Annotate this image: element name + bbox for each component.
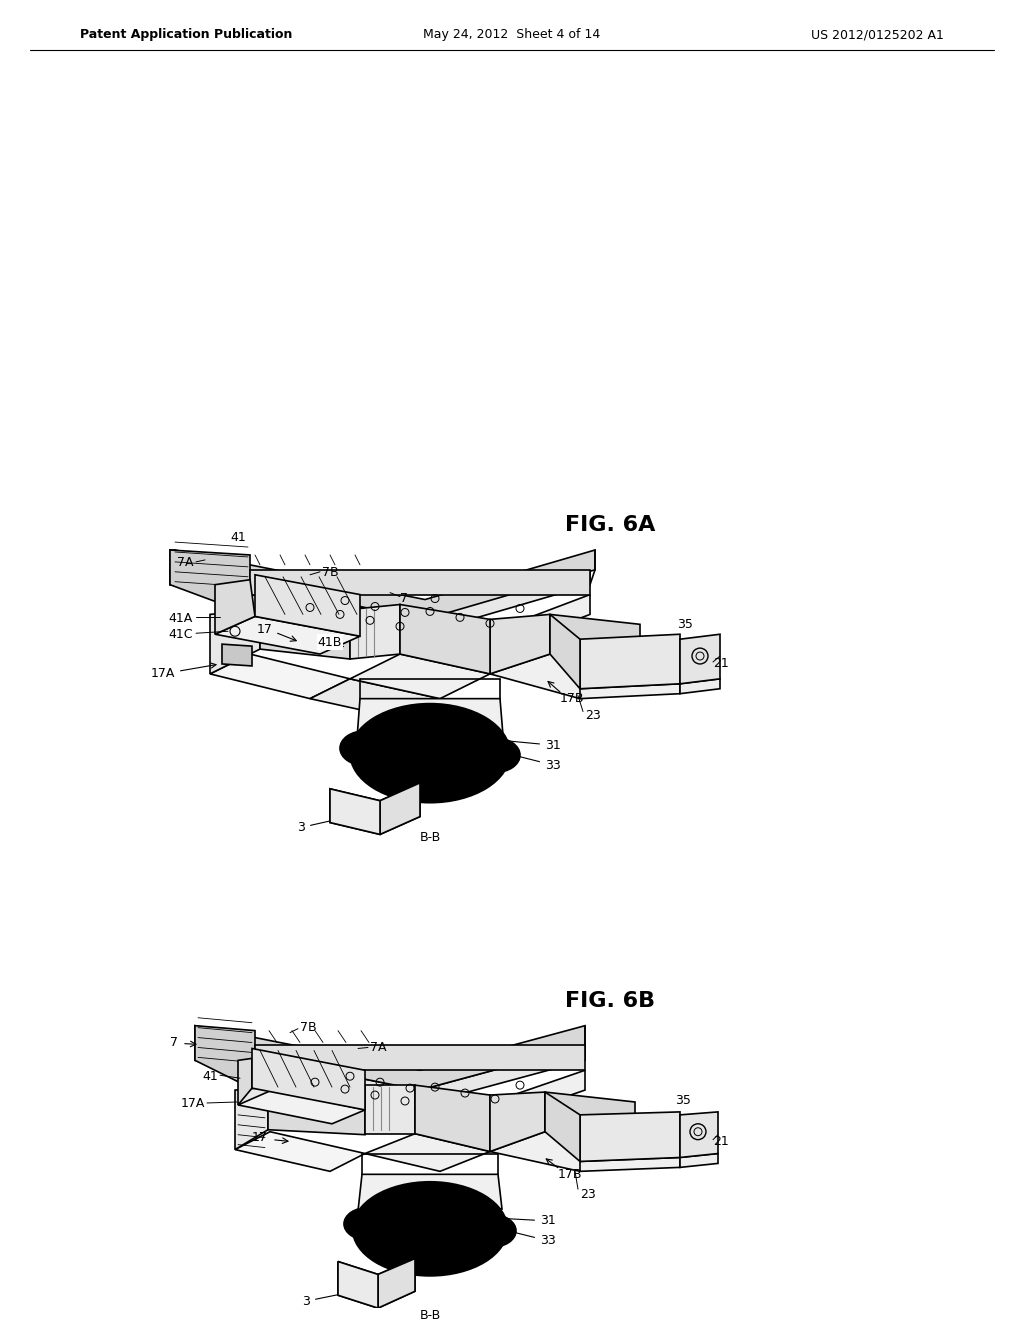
- Polygon shape: [378, 1258, 415, 1308]
- Polygon shape: [400, 605, 490, 675]
- Polygon shape: [680, 634, 720, 684]
- Polygon shape: [234, 1131, 365, 1171]
- Polygon shape: [222, 644, 252, 667]
- Polygon shape: [490, 614, 550, 675]
- Polygon shape: [210, 610, 260, 675]
- Ellipse shape: [354, 1183, 506, 1274]
- Text: 21: 21: [713, 657, 729, 671]
- Polygon shape: [330, 783, 420, 834]
- Text: 3: 3: [297, 817, 341, 834]
- Polygon shape: [545, 1092, 580, 1162]
- Text: 23: 23: [585, 709, 601, 722]
- Ellipse shape: [344, 1208, 392, 1241]
- Polygon shape: [545, 1092, 635, 1142]
- Text: 41: 41: [203, 1069, 218, 1082]
- Polygon shape: [338, 1258, 415, 1308]
- Text: 41C: 41C: [169, 628, 193, 640]
- Text: FIG. 6A: FIG. 6A: [565, 515, 655, 535]
- Text: Patent Application Publication: Patent Application Publication: [80, 28, 293, 41]
- Polygon shape: [550, 614, 580, 689]
- Polygon shape: [255, 574, 360, 636]
- Polygon shape: [338, 1262, 378, 1308]
- Text: 7A: 7A: [176, 557, 193, 569]
- Text: May 24, 2012  Sheet 4 of 14: May 24, 2012 Sheet 4 of 14: [423, 28, 601, 41]
- Text: FIG. 6B: FIG. 6B: [565, 991, 655, 1011]
- Polygon shape: [238, 1090, 365, 1123]
- Polygon shape: [580, 634, 680, 689]
- Text: 17A: 17A: [151, 663, 216, 680]
- Polygon shape: [365, 1085, 415, 1134]
- Polygon shape: [255, 1071, 585, 1130]
- Text: 7B: 7B: [300, 1022, 316, 1034]
- Text: 41B: 41B: [317, 636, 342, 648]
- Polygon shape: [170, 570, 590, 634]
- Polygon shape: [550, 614, 640, 664]
- Polygon shape: [380, 783, 420, 834]
- Polygon shape: [330, 789, 380, 834]
- Text: 23: 23: [580, 1188, 596, 1201]
- Text: 7: 7: [170, 1036, 178, 1049]
- Text: 35: 35: [675, 1093, 691, 1106]
- Text: 35: 35: [677, 618, 693, 631]
- Text: 7A: 7A: [370, 1041, 386, 1053]
- Polygon shape: [357, 698, 503, 738]
- Polygon shape: [175, 550, 595, 619]
- Polygon shape: [680, 1154, 718, 1167]
- Polygon shape: [415, 1085, 490, 1151]
- Polygon shape: [250, 570, 590, 594]
- Polygon shape: [490, 1131, 635, 1171]
- Polygon shape: [195, 1026, 255, 1090]
- Text: 17: 17: [257, 623, 273, 636]
- Text: 31: 31: [479, 1214, 556, 1228]
- Text: 7: 7: [400, 593, 408, 605]
- Polygon shape: [580, 684, 680, 698]
- Polygon shape: [680, 678, 720, 694]
- Polygon shape: [490, 1092, 545, 1151]
- Ellipse shape: [470, 738, 520, 772]
- Text: 17B: 17B: [560, 692, 585, 705]
- Polygon shape: [580, 1111, 680, 1162]
- Text: B-B: B-B: [420, 1308, 440, 1320]
- Text: 3: 3: [302, 1291, 346, 1308]
- Text: 17B: 17B: [558, 1168, 583, 1181]
- Polygon shape: [268, 1088, 365, 1135]
- Polygon shape: [580, 1158, 680, 1171]
- Polygon shape: [350, 605, 400, 659]
- Text: 33: 33: [496, 1226, 556, 1247]
- Ellipse shape: [350, 704, 510, 803]
- Polygon shape: [195, 1026, 585, 1090]
- Ellipse shape: [352, 1181, 508, 1276]
- Polygon shape: [252, 1048, 365, 1110]
- Polygon shape: [255, 1045, 585, 1071]
- Text: B-B: B-B: [420, 830, 440, 843]
- Text: 21: 21: [713, 1135, 729, 1148]
- Polygon shape: [250, 594, 590, 656]
- Polygon shape: [170, 550, 250, 614]
- Text: 41A: 41A: [169, 612, 193, 624]
- Polygon shape: [210, 653, 350, 698]
- Polygon shape: [238, 1059, 252, 1105]
- Polygon shape: [350, 653, 490, 698]
- Polygon shape: [260, 610, 350, 659]
- Text: 7B: 7B: [322, 566, 338, 579]
- Polygon shape: [358, 1175, 502, 1210]
- Polygon shape: [310, 678, 440, 718]
- Polygon shape: [195, 1045, 585, 1105]
- Polygon shape: [490, 653, 640, 698]
- Text: US 2012/0125202 A1: US 2012/0125202 A1: [811, 28, 944, 41]
- Text: 17: 17: [252, 1131, 268, 1144]
- Text: 31: 31: [484, 737, 561, 751]
- Ellipse shape: [340, 731, 390, 766]
- Polygon shape: [680, 1111, 718, 1158]
- Polygon shape: [365, 1134, 490, 1171]
- Polygon shape: [215, 616, 360, 653]
- Polygon shape: [215, 579, 255, 634]
- Text: 33: 33: [502, 751, 561, 772]
- Ellipse shape: [352, 706, 508, 800]
- Text: 41: 41: [230, 531, 246, 544]
- Text: 17A: 17A: [180, 1097, 205, 1110]
- Ellipse shape: [468, 1214, 516, 1247]
- Polygon shape: [234, 1088, 268, 1150]
